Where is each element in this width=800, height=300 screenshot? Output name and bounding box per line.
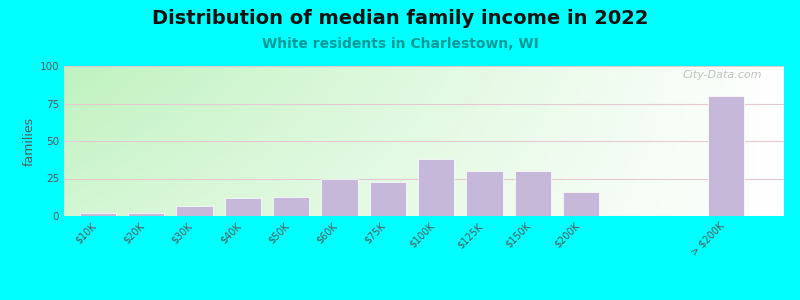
Bar (514, 171, 551, 216)
Bar (80, 213, 116, 216)
Bar (176, 206, 213, 216)
Bar (128, 213, 164, 216)
Bar (273, 196, 310, 216)
Bar (708, 96, 744, 216)
Bar (418, 159, 454, 216)
Bar (225, 198, 261, 216)
Bar (563, 192, 599, 216)
Bar (466, 171, 502, 216)
Text: White residents in Charlestown, WI: White residents in Charlestown, WI (262, 38, 538, 52)
Bar (322, 178, 358, 216)
Text: City-Data.com: City-Data.com (683, 70, 762, 80)
Y-axis label: families: families (22, 116, 35, 166)
Bar (370, 182, 406, 216)
Text: Distribution of median family income in 2022: Distribution of median family income in … (152, 9, 648, 28)
